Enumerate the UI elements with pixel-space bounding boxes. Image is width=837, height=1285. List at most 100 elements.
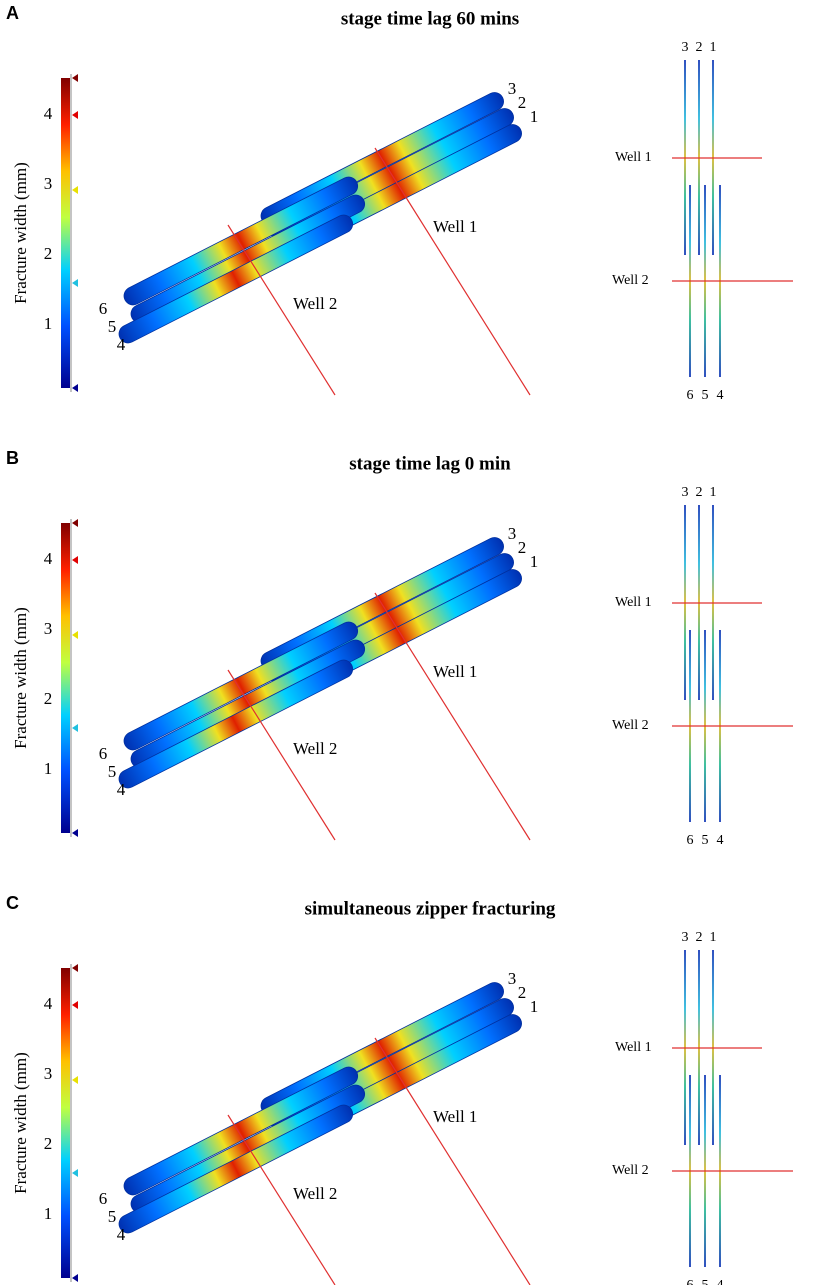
fracture-label: 2 xyxy=(518,93,527,112)
plan-label: 6 xyxy=(687,833,694,848)
panel-title: simultaneous zipper fracturing xyxy=(305,898,556,919)
fracture-label: 3 xyxy=(508,79,517,98)
colorbar-tick-label: 2 xyxy=(44,1134,53,1153)
fracture-label: 3 xyxy=(508,969,517,988)
well-line xyxy=(227,1114,336,1285)
colorbar-marker xyxy=(72,186,78,194)
plan-label: 5 xyxy=(702,833,709,848)
fracture-label: 4 xyxy=(117,780,126,799)
fracture-label: 2 xyxy=(518,538,527,557)
fracture xyxy=(118,659,354,789)
plan-label: 6 xyxy=(687,1278,694,1285)
colorbar xyxy=(61,78,70,388)
well-line xyxy=(227,669,336,841)
plan-well-label: Well 2 xyxy=(612,1163,649,1178)
plan-label: 2 xyxy=(696,930,703,945)
fracture-label: 1 xyxy=(530,552,539,571)
colorbar-label: Fracture width (mm) xyxy=(11,1052,30,1194)
well-label: Well 2 xyxy=(293,739,337,758)
plan-label: 1 xyxy=(710,40,717,55)
panel-title: stage time lag 0 min xyxy=(349,453,511,474)
plan-well-label: Well 2 xyxy=(612,273,649,288)
colorbar-marker xyxy=(72,631,78,639)
plan-label: 1 xyxy=(710,930,717,945)
plan-label: 6 xyxy=(687,388,694,403)
well-line xyxy=(227,224,336,396)
plan-well-label: Well 1 xyxy=(615,1040,652,1055)
plan-well-label: Well 2 xyxy=(612,718,649,733)
plan-label: 5 xyxy=(702,1278,709,1285)
colorbar-marker xyxy=(72,519,78,527)
colorbar-marker xyxy=(72,556,78,564)
well-label: Well 1 xyxy=(433,217,477,236)
fracture-label: 1 xyxy=(530,997,539,1016)
panel-label: C xyxy=(6,893,19,913)
fracture xyxy=(118,214,354,344)
colorbar xyxy=(61,968,70,1278)
plan-well-label: Well 1 xyxy=(615,150,652,165)
fracture xyxy=(123,1066,359,1196)
panel-label: B xyxy=(6,448,19,468)
colorbar-label: Fracture width (mm) xyxy=(11,607,30,749)
colorbar-marker xyxy=(72,1274,78,1282)
panel-title: stage time lag 60 mins xyxy=(341,8,519,29)
well-label: Well 1 xyxy=(433,662,477,681)
colorbar-tick-label: 4 xyxy=(44,994,53,1013)
well-line xyxy=(374,147,531,396)
colorbar-tick-label: 3 xyxy=(44,619,53,638)
fracture-label: 5 xyxy=(108,317,117,336)
plan-label: 4 xyxy=(717,388,724,403)
plan-label: 5 xyxy=(702,388,709,403)
well-line xyxy=(374,1037,531,1285)
colorbar-tick-label: 3 xyxy=(44,174,53,193)
fracture-label: 6 xyxy=(99,744,108,763)
fracture-label: 4 xyxy=(117,1225,126,1244)
panel-label: A xyxy=(6,3,19,23)
well-label: Well 1 xyxy=(433,1107,477,1126)
fracture xyxy=(123,176,359,306)
colorbar-marker xyxy=(72,111,78,119)
fracture-label: 4 xyxy=(117,335,126,354)
well-label: Well 2 xyxy=(293,294,337,313)
plan-well-label: Well 1 xyxy=(615,595,652,610)
plan-label: 3 xyxy=(682,930,689,945)
colorbar-marker xyxy=(72,1076,78,1084)
colorbar-marker xyxy=(72,74,78,82)
fracture xyxy=(123,621,359,751)
fracture-label: 5 xyxy=(108,1207,117,1226)
colorbar-tick-label: 2 xyxy=(44,689,53,708)
fracture-label: 6 xyxy=(99,299,108,318)
fracture-label: 1 xyxy=(530,107,539,126)
colorbar-tick-label: 2 xyxy=(44,244,53,263)
colorbar-tick-label: 4 xyxy=(44,104,53,123)
colorbar-marker xyxy=(72,964,78,972)
well-label: Well 2 xyxy=(293,1184,337,1203)
colorbar xyxy=(61,523,70,833)
plan-label: 1 xyxy=(710,485,717,500)
well-line xyxy=(374,592,531,841)
colorbar-tick-label: 1 xyxy=(44,759,53,778)
colorbar-marker xyxy=(72,724,78,732)
plan-label: 4 xyxy=(717,1278,724,1285)
fracture-label: 6 xyxy=(99,1189,108,1208)
colorbar-marker xyxy=(72,829,78,837)
plan-label: 4 xyxy=(717,833,724,848)
fracture xyxy=(118,1104,354,1234)
colorbar-marker xyxy=(72,1169,78,1177)
colorbar-tick-label: 4 xyxy=(44,549,53,568)
plan-label: 3 xyxy=(682,485,689,500)
colorbar-marker xyxy=(72,384,78,392)
plan-label: 3 xyxy=(682,40,689,55)
colorbar-marker xyxy=(72,279,78,287)
plan-label: 2 xyxy=(696,40,703,55)
fracture-label: 5 xyxy=(108,762,117,781)
fracture-label: 3 xyxy=(508,524,517,543)
colorbar-tick-label: 1 xyxy=(44,1204,53,1223)
colorbar-label: Fracture width (mm) xyxy=(11,162,30,304)
colorbar-tick-label: 1 xyxy=(44,314,53,333)
fracture-label: 2 xyxy=(518,983,527,1002)
